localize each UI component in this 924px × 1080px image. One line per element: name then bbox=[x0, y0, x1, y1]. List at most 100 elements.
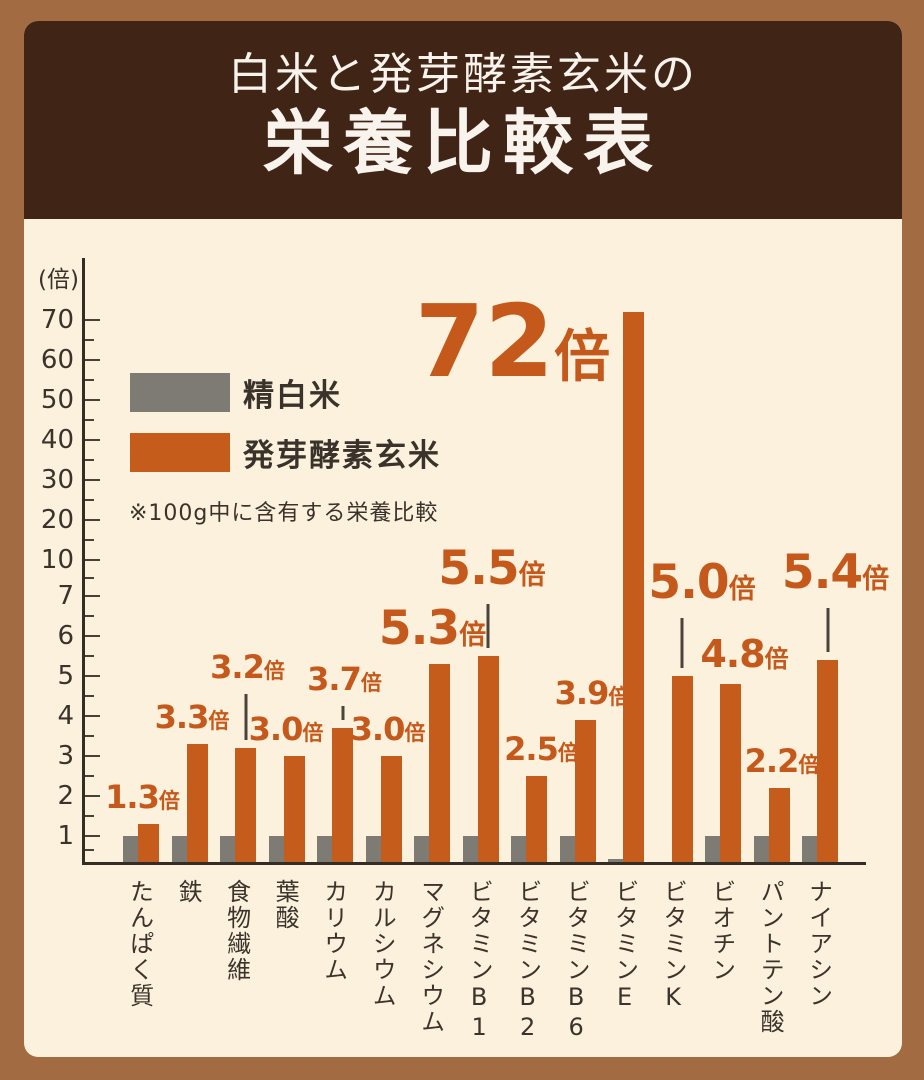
value-suffix: 倍 bbox=[404, 721, 426, 745]
y-axis-tick bbox=[85, 359, 100, 361]
value-number: 3.7 bbox=[307, 660, 362, 698]
y-axis-tick bbox=[85, 835, 100, 837]
bar-white-rice bbox=[268, 836, 284, 862]
bar-value-label: 5.0 倍 bbox=[648, 555, 755, 610]
legend-swatch-orange bbox=[130, 432, 230, 472]
value-number: 5.3 bbox=[378, 601, 460, 656]
y-axis-unit-label: (倍) bbox=[38, 267, 79, 293]
category-label: カリウム bbox=[319, 879, 348, 983]
value-suffix: 倍 bbox=[263, 659, 285, 683]
value-suffix: 倍 bbox=[554, 325, 611, 390]
value-label-connector bbox=[341, 706, 344, 720]
y-axis-minor-tick bbox=[85, 655, 94, 657]
y-axis-tick-label: 10 bbox=[40, 545, 74, 575]
value-number: 3.2 bbox=[210, 648, 265, 686]
y-axis-tick-label: 20 bbox=[40, 505, 74, 535]
card-header: 白米と発芽酵素玄米の 栄養比較表 bbox=[24, 21, 902, 219]
y-axis-minor-tick bbox=[85, 695, 94, 697]
bar-value-label: 2.2 倍 bbox=[745, 742, 820, 780]
value-suffix: 倍 bbox=[728, 574, 756, 605]
bar-value-label: 3.0 倍 bbox=[351, 710, 426, 748]
bar-white-rice bbox=[365, 836, 381, 862]
y-axis-tick bbox=[85, 635, 100, 637]
y-axis-tick bbox=[85, 755, 100, 757]
bar-value-label: 5.3 倍 bbox=[379, 601, 486, 656]
y-axis-tick-label: 7 bbox=[57, 581, 74, 611]
category-label: 葉酸 bbox=[271, 879, 300, 931]
category-label: ビタミンE bbox=[610, 879, 639, 1013]
category-label: パントテン酸 bbox=[756, 879, 785, 1035]
category-label: マグネシウム bbox=[416, 879, 445, 1035]
category-label: ナイアシン bbox=[804, 879, 833, 1009]
value-suffix: 倍 bbox=[158, 789, 180, 813]
value-label-connector bbox=[680, 618, 684, 668]
value-suffix: 倍 bbox=[557, 741, 579, 765]
value-suffix: 倍 bbox=[518, 560, 546, 591]
legend-note: ※100g中に含有する栄養比較 bbox=[129, 501, 439, 526]
bar-white-rice bbox=[753, 836, 769, 862]
value-suffix: 倍 bbox=[360, 671, 382, 695]
y-axis-tick bbox=[85, 479, 100, 481]
bar-white-rice bbox=[462, 836, 478, 862]
y-axis-minor-tick bbox=[85, 735, 94, 737]
value-number: 5.5 bbox=[438, 541, 519, 596]
value-number: 3.0 bbox=[350, 710, 406, 748]
chart-card: 白米と発芽酵素玄米の 栄養比較表 bbox=[24, 21, 902, 1057]
y-axis-minor-tick bbox=[85, 615, 94, 617]
bar-brown-rice bbox=[768, 788, 790, 862]
page-title: 栄養比較表 bbox=[263, 102, 663, 185]
category-label: ビタミンK bbox=[659, 879, 688, 1013]
bar-value-label: 3.0 倍 bbox=[249, 710, 324, 748]
y-axis-tick-label: 4 bbox=[57, 701, 74, 731]
bar-value-label: 2.5 倍 bbox=[504, 730, 579, 768]
legend-label: 精白米 bbox=[243, 377, 342, 414]
bar-white-rice bbox=[559, 836, 575, 862]
value-number: 2.5 bbox=[504, 730, 559, 768]
bar-brown-rice bbox=[186, 744, 208, 862]
bar-brown-rice bbox=[332, 728, 353, 862]
value-number: 5.4 bbox=[781, 545, 863, 600]
y-axis-minor-tick bbox=[85, 379, 94, 381]
y-axis-tick-label: 5 bbox=[57, 661, 74, 691]
y-axis-tick bbox=[85, 715, 100, 717]
title-subline: 白米と発芽酵素玄米の bbox=[228, 49, 698, 100]
y-axis-tick-label: 2 bbox=[57, 781, 74, 811]
bar-brown-rice bbox=[429, 664, 450, 862]
bar-white-rice bbox=[802, 836, 817, 862]
category-label: ビタミンB1 bbox=[465, 879, 494, 1043]
y-axis-minor-tick bbox=[85, 539, 94, 541]
value-suffix: 倍 bbox=[459, 620, 487, 651]
y-axis-minor-tick bbox=[85, 815, 94, 817]
y-axis-tick bbox=[85, 595, 100, 597]
y-axis-tick bbox=[85, 399, 100, 401]
bar-value-label: 3.3 倍 bbox=[155, 698, 230, 736]
legend-item-brown-rice: 発芽酵素玄米 bbox=[130, 432, 441, 474]
bar-brown-rice bbox=[380, 756, 402, 862]
legend-swatch-gray bbox=[130, 372, 230, 412]
bar-value-label: 5.4 倍 bbox=[782, 545, 889, 600]
value-number: 3.3 bbox=[154, 698, 210, 736]
y-axis-tick-label: 50 bbox=[40, 385, 74, 415]
y-axis-tick-label: 40 bbox=[40, 425, 74, 455]
value-label-connector bbox=[826, 608, 829, 652]
category-label: ビオチン bbox=[707, 879, 736, 983]
y-axis-minor-tick bbox=[85, 339, 94, 341]
bar-value-label: 3.2 倍 bbox=[210, 648, 285, 686]
bar-white-rice bbox=[414, 836, 429, 862]
y-axis-tick bbox=[85, 675, 100, 677]
y-axis-minor-tick bbox=[85, 499, 94, 501]
bar-white-rice bbox=[220, 836, 235, 862]
y-axis-tick-label: 3 bbox=[57, 741, 74, 771]
bar-brown-rice bbox=[138, 824, 159, 862]
category-label: 食物繊維 bbox=[222, 879, 251, 983]
bar-brown-rice bbox=[623, 312, 644, 862]
bar-white-rice bbox=[511, 836, 526, 862]
value-number: 3.9 bbox=[554, 674, 610, 712]
bar-value-label: 3.9 倍 bbox=[555, 674, 630, 712]
bar-brown-rice bbox=[817, 660, 838, 862]
value-number: 72 bbox=[414, 283, 555, 400]
bar-white-rice bbox=[705, 836, 720, 862]
y-axis-tick-label: 6 bbox=[57, 621, 74, 651]
